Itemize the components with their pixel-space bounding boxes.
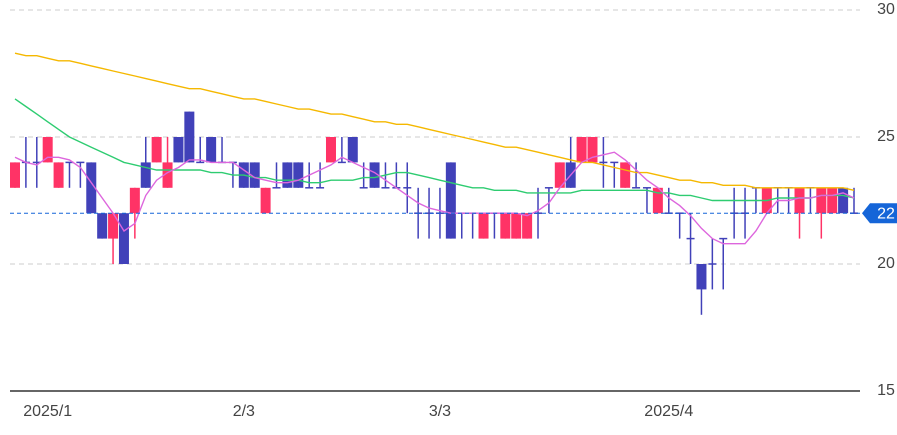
candle-body bbox=[53, 162, 64, 188]
candle-body bbox=[42, 137, 53, 163]
candle-body bbox=[794, 187, 805, 214]
last-price-badge bbox=[862, 203, 897, 224]
candle-body bbox=[381, 187, 390, 189]
candle-body bbox=[140, 162, 151, 188]
candle-body bbox=[642, 187, 651, 189]
x-tick-label: 2025/4 bbox=[644, 403, 693, 420]
candle-body bbox=[108, 213, 119, 239]
candle-body bbox=[838, 187, 849, 214]
candle-body bbox=[359, 187, 368, 189]
y-tick-label: 20 bbox=[877, 255, 895, 272]
moving-average-line bbox=[14, 151, 855, 245]
candle-body bbox=[151, 137, 162, 163]
candle-body bbox=[173, 137, 184, 163]
candle-body bbox=[369, 162, 380, 188]
last-price-label: 22 bbox=[877, 205, 895, 222]
y-tick-label: 30 bbox=[877, 1, 895, 18]
candle-body bbox=[511, 213, 522, 239]
candle-body bbox=[118, 213, 129, 264]
x-tick-label: 2025/1 bbox=[23, 403, 72, 420]
candle-body bbox=[500, 213, 511, 239]
y-tick-label: 25 bbox=[877, 128, 895, 145]
candle-body bbox=[708, 263, 717, 265]
candle-body bbox=[293, 162, 304, 188]
candle-body bbox=[610, 161, 619, 164]
candle-body bbox=[478, 213, 489, 239]
candle-body bbox=[206, 137, 217, 163]
moving-average-line bbox=[14, 98, 855, 202]
candle-body bbox=[184, 111, 195, 163]
candle-body bbox=[86, 162, 97, 214]
candle-body bbox=[850, 212, 858, 214]
candle-body bbox=[76, 161, 85, 164]
x-tick-label: 2/3 bbox=[233, 403, 255, 420]
candle-body bbox=[425, 212, 434, 214]
candle-body bbox=[316, 187, 325, 189]
candle-body bbox=[632, 187, 641, 189]
candle-body bbox=[445, 162, 456, 239]
candle-body bbox=[282, 162, 293, 188]
candle-body bbox=[260, 187, 271, 214]
candle-body bbox=[719, 237, 728, 240]
candle-body bbox=[162, 162, 173, 188]
candle-body bbox=[272, 187, 281, 189]
moving-average-line bbox=[14, 52, 855, 191]
candle-body bbox=[554, 162, 565, 188]
candle-body bbox=[10, 162, 20, 188]
candle-body bbox=[827, 187, 838, 214]
candle-body bbox=[587, 137, 598, 163]
candle-body bbox=[32, 161, 41, 164]
candle-body bbox=[337, 161, 346, 164]
x-tick-label: 3/3 bbox=[429, 403, 451, 420]
candle-body bbox=[599, 161, 608, 164]
candle-body bbox=[249, 162, 260, 188]
y-tick-label: 15 bbox=[877, 382, 895, 399]
candle-body bbox=[522, 213, 533, 239]
candle-body bbox=[305, 187, 314, 189]
candle-body bbox=[97, 213, 108, 239]
candle-body bbox=[675, 212, 684, 214]
candle-body bbox=[403, 187, 412, 189]
candle-body bbox=[544, 187, 553, 189]
candle-body bbox=[196, 161, 205, 164]
candle-body bbox=[65, 161, 74, 164]
candle-body bbox=[652, 187, 663, 214]
candle-body bbox=[325, 137, 336, 163]
candle-body bbox=[620, 162, 631, 188]
candle-body bbox=[576, 137, 587, 163]
candle-body bbox=[129, 187, 140, 214]
candle-body bbox=[816, 187, 827, 214]
candle-body bbox=[347, 137, 358, 163]
candle-body bbox=[686, 237, 695, 240]
candle-body bbox=[696, 264, 707, 290]
